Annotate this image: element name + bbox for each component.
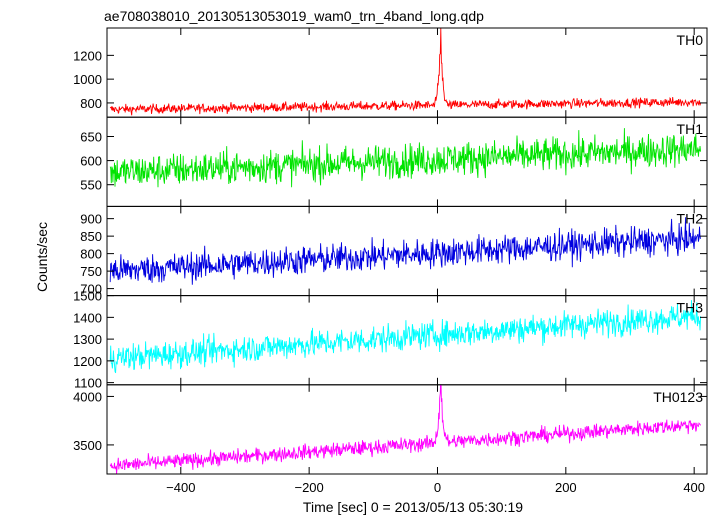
x-tick-label: −400 (166, 480, 195, 495)
y-tick-label: 1200 (73, 354, 102, 369)
y-tick-label: 750 (80, 264, 102, 279)
y-tick-label: 550 (80, 178, 102, 193)
panel-th0123: 3500 4000 TH0123 (73, 384, 708, 475)
y-tick-label: 1300 (73, 332, 102, 347)
panel-th0: 800 1000 1200 TH0 (73, 27, 708, 118)
y-tick-label: 700 (80, 282, 102, 297)
y-tick-label: 800 (80, 247, 102, 262)
chart-title: ae708038010_20130513053019_wam0_trn_4ban… (104, 8, 484, 24)
series-label-th2: TH2 (677, 210, 704, 226)
y-tick-label: 4000 (73, 389, 102, 404)
y-tick-label: 1000 (73, 72, 102, 87)
x-tick-label: 0 (434, 480, 441, 495)
panel-th3: 1100 1200 1300 1400 1500 TH3 (73, 289, 708, 391)
y-tick-label: 900 (80, 212, 102, 227)
y-tick-label: 1200 (73, 48, 102, 63)
x-axis-title: Time [sec] 0 = 2013/05/13 05:30:19 (303, 499, 523, 515)
series-line-th2 (109, 217, 702, 285)
y-axis-title: Counts/sec (34, 222, 50, 292)
series-line-th3 (109, 300, 702, 374)
y-tick-label: 1500 (73, 289, 102, 304)
series-label-th0123: TH0123 (653, 389, 703, 405)
series-line-th1 (109, 128, 702, 188)
y-tick-label: 600 (80, 154, 102, 169)
y-tick-label: 1100 (74, 376, 102, 391)
series-label-th3: TH3 (677, 300, 704, 316)
panel-frame (106, 295, 708, 386)
panel-frame (106, 384, 708, 475)
y-tick-label: 1400 (73, 310, 102, 325)
y-tick-label: 650 (80, 129, 102, 144)
series-label-th0: TH0 (677, 32, 704, 48)
series-line-th0 (109, 28, 702, 116)
x-tick-label: 200 (555, 480, 577, 495)
x-tick-label: −200 (294, 480, 323, 495)
series-label-th1: TH1 (677, 121, 704, 137)
panel-th2: 700 750 800 850 900 TH2 (80, 205, 708, 297)
y-tick-label: 3500 (73, 438, 102, 453)
panels-group: 800 1000 1200 TH0 550 600 650 TH1 700 750 800 850 90… (73, 27, 708, 495)
y-tick-label: 800 (80, 96, 102, 111)
x-tick-label: 400 (683, 480, 705, 495)
y-tick-label: 850 (80, 229, 102, 244)
panel-th1: 550 600 650 TH1 (80, 116, 708, 207)
series-line-th0123 (109, 384, 701, 474)
